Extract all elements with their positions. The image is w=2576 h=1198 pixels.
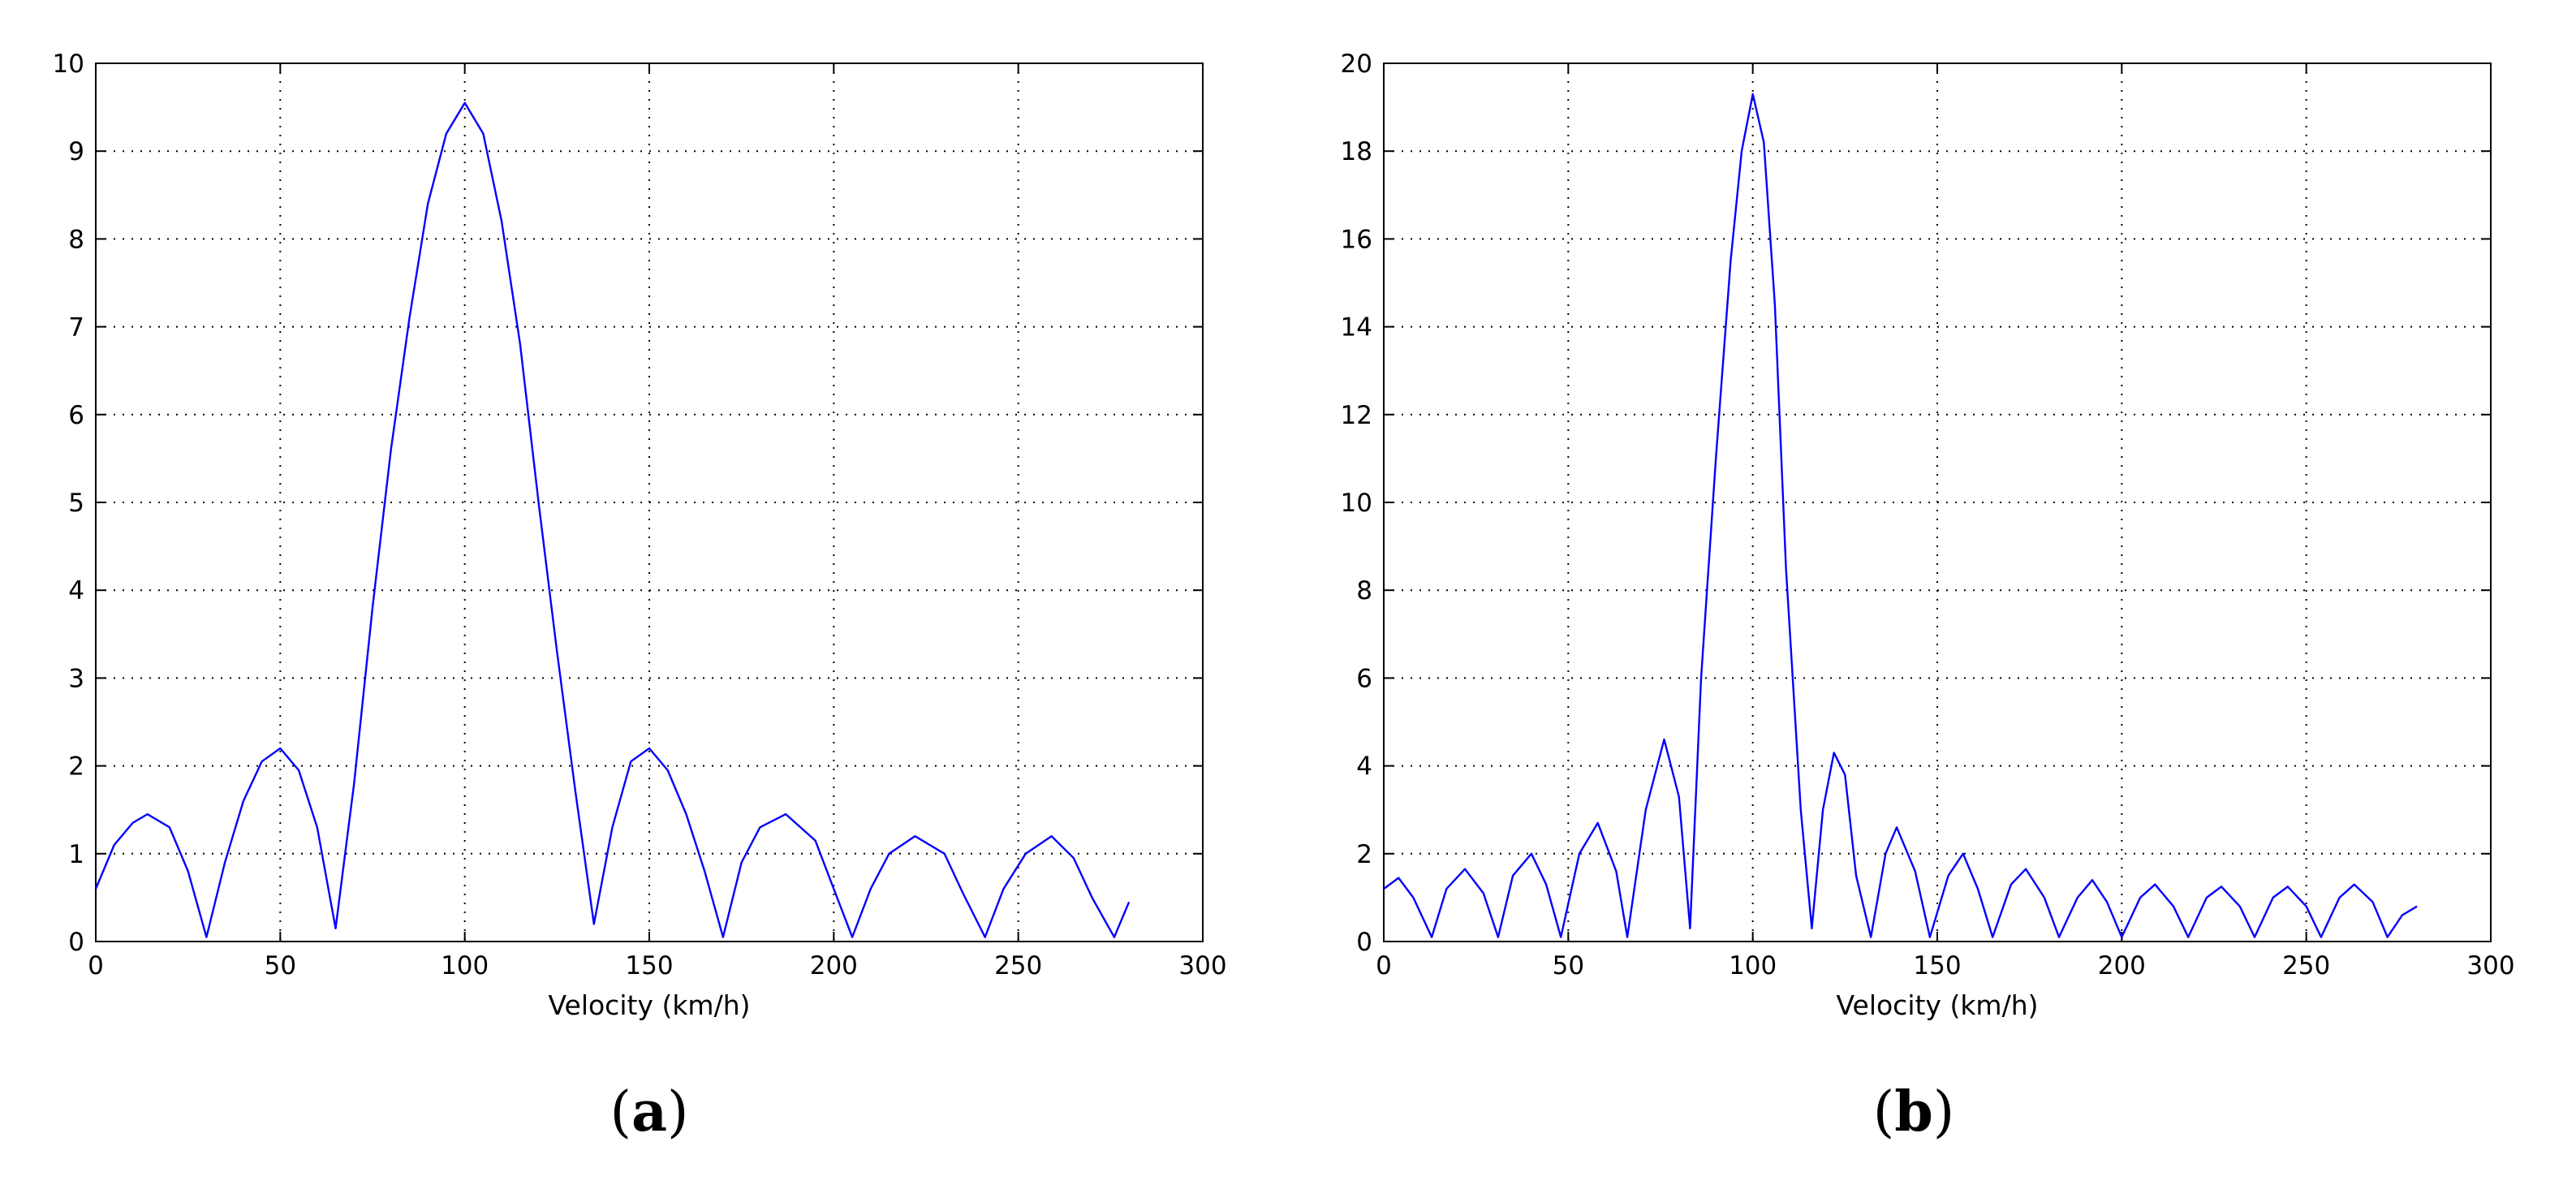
chart-b-ytick-label: 14 [1341, 313, 1372, 343]
chart-a-ytick-label: 0 [68, 928, 84, 957]
caption-b-letter: b [1894, 1079, 1933, 1144]
chart-a-series-line [94, 101, 1131, 938]
chart-b-ytick-label: 6 [1356, 664, 1372, 693]
chart-b-series-line [1383, 93, 2418, 938]
chart-a-ytick-label: 4 [68, 576, 84, 605]
chart-b-xtick-label: 0 [1376, 951, 1392, 980]
chart-a-xtick-label: 150 [625, 951, 673, 980]
chart-a-xlabel: Velocity (km/h) [549, 989, 751, 1021]
chart-a-ytick-label: 3 [68, 664, 84, 693]
chart-b-xtick-label: 200 [2098, 951, 2146, 980]
chart-b-xtick-label: 250 [2282, 951, 2330, 980]
chart-a-xtick-label: 250 [994, 951, 1042, 980]
chart-b-ytick-label: 0 [1356, 928, 1372, 957]
chart-b-xtick-label: 150 [1913, 951, 1961, 980]
chart-a-ytick-label: 1 [68, 840, 84, 869]
chart-b-ytick-label: 16 [1341, 225, 1372, 254]
chart-a-ytick-label: 6 [68, 401, 84, 430]
chart-panel-a: 0 50 100 150 200 250 300 0 1 2 3 4 5 6 7 8 9 10 Velocity (… [53, 50, 1227, 1021]
chart-b-xlabel: Velocity (km/h) [1837, 989, 2039, 1021]
caption-a-letter: a [631, 1079, 668, 1144]
chart-panel-b: 0 50 100 150 200 250 300 0 2 4 6 8 10 12 14 16 18 20 Veloc… [1341, 50, 2515, 1021]
chart-a-xtick-label: 0 [88, 951, 104, 980]
chart-b-ytick-label: 12 [1341, 401, 1372, 430]
chart-a-ytick-label: 8 [68, 225, 84, 254]
chart-a-xtick-label: 300 [1178, 951, 1226, 980]
chart-b-ytick-label: 10 [1341, 489, 1372, 518]
chart-b-xtick-label: 100 [1729, 951, 1777, 980]
chart-b-ytick-label: 20 [1341, 50, 1372, 79]
chart-b-ytick-label: 4 [1356, 752, 1372, 782]
chart-a-ytick-label: 9 [68, 137, 84, 166]
chart-b-ytick-label: 2 [1356, 840, 1372, 869]
caption-b: (b) [1872, 1079, 1955, 1144]
chart-a-xtick-label: 100 [441, 951, 489, 980]
caption-a: (a) [610, 1079, 689, 1144]
chart-b-xtick-label: 300 [2466, 951, 2514, 980]
chart-a-ytick-label: 5 [68, 489, 84, 518]
chart-b-xtick-label: 50 [1553, 951, 1584, 980]
chart-b-ytick-label: 8 [1356, 576, 1372, 605]
chart-a-ytick-label: 10 [53, 50, 84, 79]
chart-b-ytick-label: 18 [1341, 137, 1372, 166]
chart-a-ytick-label: 2 [68, 752, 84, 782]
chart-a-xtick-label: 200 [810, 951, 858, 980]
chart-a-ytick-label: 7 [68, 313, 84, 343]
chart-a-xtick-label: 50 [265, 951, 296, 980]
